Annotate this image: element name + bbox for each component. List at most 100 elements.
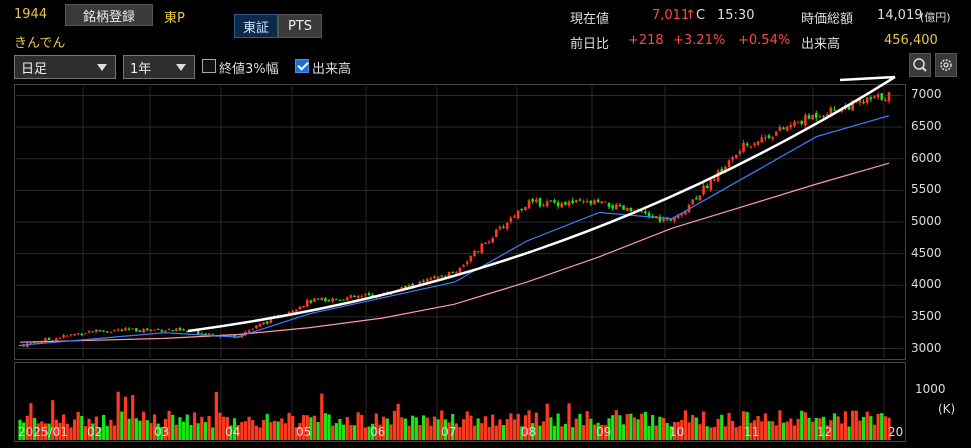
volume-bar bbox=[476, 418, 480, 440]
candle-body bbox=[436, 277, 440, 279]
volume-bar bbox=[356, 412, 360, 440]
volume-bar bbox=[618, 415, 622, 440]
candle-body bbox=[440, 275, 444, 277]
chevron-down-icon bbox=[97, 64, 107, 71]
volume-bar bbox=[883, 416, 887, 440]
ma-short-line bbox=[19, 115, 890, 346]
candle-body bbox=[142, 329, 145, 333]
volume-bar bbox=[669, 426, 673, 440]
range-select[interactable]: 1年 bbox=[123, 55, 195, 79]
candle-body bbox=[196, 329, 200, 335]
y-tick-label: 7000 bbox=[911, 87, 942, 102]
candle-body bbox=[131, 328, 135, 330]
volume-bar bbox=[647, 426, 651, 440]
volume-bar bbox=[265, 414, 269, 440]
settings-button[interactable] bbox=[935, 53, 957, 77]
candle-body bbox=[316, 298, 320, 300]
volume-bar bbox=[58, 422, 62, 440]
volume-bar bbox=[381, 416, 386, 440]
candle-body bbox=[153, 329, 156, 331]
candle-body bbox=[422, 280, 425, 282]
candle-body bbox=[295, 309, 298, 312]
y-tick-label: 4000 bbox=[911, 277, 942, 292]
y-tick-label: 6000 bbox=[911, 150, 942, 165]
candle-body bbox=[178, 328, 182, 331]
volume-bar bbox=[294, 427, 298, 440]
volume-bar bbox=[171, 414, 175, 440]
volume-bar bbox=[276, 421, 280, 440]
candle-body bbox=[342, 299, 345, 301]
candle-body bbox=[749, 146, 753, 148]
candle-body bbox=[527, 200, 531, 209]
volume-bar bbox=[302, 415, 306, 440]
volume-bar bbox=[578, 413, 582, 440]
volume-bar bbox=[465, 411, 469, 440]
register-button[interactable]: 銘柄登録 bbox=[65, 4, 153, 26]
volume-bar bbox=[534, 412, 538, 440]
candle-body bbox=[593, 200, 596, 205]
volume-bar bbox=[211, 427, 215, 440]
volume-bar bbox=[178, 417, 182, 440]
volume-bar bbox=[392, 410, 397, 440]
candle-body bbox=[105, 331, 109, 333]
candle-body bbox=[778, 127, 782, 131]
candle-body bbox=[302, 305, 305, 308]
volume-panel bbox=[14, 362, 906, 442]
volume-bar bbox=[814, 418, 818, 440]
price-time: 15:30 bbox=[717, 8, 755, 23]
candle-body bbox=[731, 157, 734, 160]
volume-bar bbox=[851, 410, 855, 440]
volume-bar bbox=[54, 419, 58, 440]
candle-body bbox=[200, 333, 204, 335]
candle-body bbox=[265, 321, 269, 324]
candle-body bbox=[135, 328, 138, 332]
candle-body bbox=[713, 179, 716, 182]
volume-bar bbox=[65, 423, 69, 440]
volume-bar bbox=[109, 419, 113, 440]
volume-bar bbox=[43, 423, 48, 440]
candle-body bbox=[171, 330, 175, 332]
candle-body bbox=[160, 330, 164, 332]
candle-body bbox=[771, 137, 774, 139]
candle-body bbox=[338, 299, 342, 301]
volume-bar bbox=[360, 414, 364, 440]
volume-bar bbox=[694, 417, 698, 440]
candle-body bbox=[124, 328, 127, 331]
candle-body bbox=[538, 198, 542, 207]
volume-bar bbox=[112, 425, 117, 440]
volume-bar bbox=[36, 423, 40, 440]
volume-bar bbox=[778, 410, 782, 440]
candle-body bbox=[331, 298, 334, 302]
candle-body bbox=[567, 201, 571, 206]
candle-body bbox=[789, 125, 793, 128]
volume-checkbox[interactable] bbox=[295, 59, 309, 73]
volume-bar bbox=[440, 410, 444, 440]
volume-bar bbox=[443, 419, 448, 440]
volume-bar bbox=[727, 412, 731, 440]
mcap-unit: (億円) bbox=[920, 11, 951, 24]
x-tick-label: 04 bbox=[225, 425, 241, 439]
candle-body bbox=[425, 279, 429, 282]
volume-bar bbox=[240, 422, 244, 440]
tab-pts[interactable]: PTS bbox=[278, 14, 322, 38]
volume-bar bbox=[160, 426, 164, 440]
candle-body bbox=[451, 271, 454, 273]
volume-bar bbox=[262, 419, 266, 440]
volume-bar bbox=[385, 418, 389, 440]
candle-body bbox=[615, 204, 618, 210]
candle-body bbox=[287, 312, 291, 315]
candle-body bbox=[298, 306, 302, 310]
volume-bar bbox=[545, 403, 549, 440]
volume-bar bbox=[632, 417, 637, 440]
volume-bar bbox=[83, 426, 88, 440]
volume-bar bbox=[738, 425, 742, 440]
close-3pct-checkbox[interactable] bbox=[202, 59, 216, 73]
volume-bar bbox=[538, 425, 542, 440]
zoom-button[interactable] bbox=[909, 53, 931, 77]
change-percent: +3.21% bbox=[673, 33, 726, 48]
volume-bar bbox=[621, 424, 626, 440]
close-3pct-label: 終値3%幅 bbox=[219, 62, 279, 77]
period-select[interactable]: 日足 bbox=[14, 55, 116, 79]
tab-tse[interactable]: 東証 bbox=[234, 14, 278, 38]
candle-body bbox=[742, 142, 745, 152]
